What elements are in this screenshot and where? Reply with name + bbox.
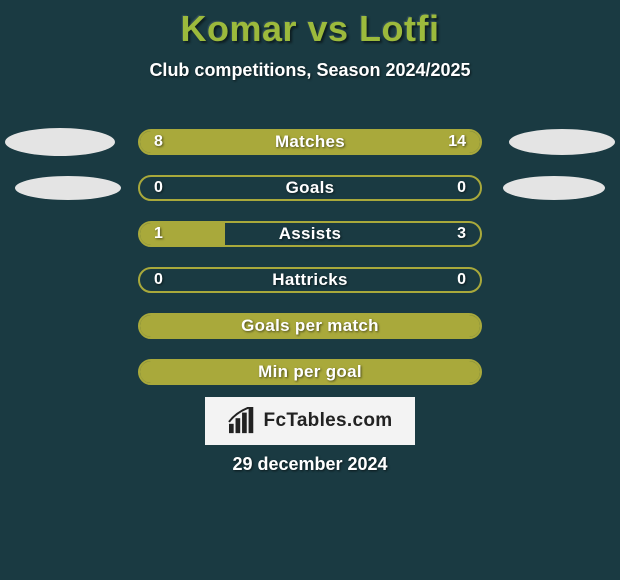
player-left-oval bbox=[5, 128, 115, 156]
comparison-rows: 8 Matches 14 0 Goals 0 1 Assists bbox=[0, 119, 620, 395]
bar-fill-left bbox=[140, 361, 480, 383]
stat-value-left: 0 bbox=[154, 269, 163, 291]
stat-value-right: 0 bbox=[457, 177, 466, 199]
page-title: Komar vs Lotfi bbox=[0, 0, 620, 50]
stat-bar-goals: 0 Goals 0 bbox=[138, 175, 482, 201]
stat-bar-goals-per-match: Goals per match bbox=[138, 313, 482, 339]
logo-text: FcTables.com bbox=[264, 410, 393, 432]
stat-row: 1 Assists 3 bbox=[0, 211, 620, 257]
stat-bar-hattricks: 0 Hattricks 0 bbox=[138, 267, 482, 293]
bar-chart-icon bbox=[228, 407, 258, 435]
player-right-oval bbox=[509, 129, 615, 155]
player-left-oval bbox=[15, 176, 121, 200]
stat-row: Min per goal bbox=[0, 349, 620, 395]
page-subtitle: Club competitions, Season 2024/2025 bbox=[0, 60, 620, 81]
stat-label: Hattricks bbox=[140, 269, 480, 291]
bar-fill-left bbox=[140, 315, 480, 337]
stat-value-left: 1 bbox=[154, 223, 163, 245]
stat-row: 0 Goals 0 bbox=[0, 165, 620, 211]
stat-value-right: 0 bbox=[457, 269, 466, 291]
stat-value-right: 14 bbox=[448, 131, 466, 153]
stat-label: Goals bbox=[140, 177, 480, 199]
fctables-logo-link[interactable]: FcTables.com bbox=[205, 397, 415, 445]
player-right-oval bbox=[503, 176, 605, 200]
stat-bar-assists: 1 Assists 3 bbox=[138, 221, 482, 247]
stat-value-left: 8 bbox=[154, 131, 163, 153]
stat-row: 8 Matches 14 bbox=[0, 119, 620, 165]
bar-fill-left bbox=[140, 223, 225, 245]
snapshot-date: 29 december 2024 bbox=[0, 454, 620, 475]
stat-row: 0 Hattricks 0 bbox=[0, 257, 620, 303]
stat-bar-min-per-goal: Min per goal bbox=[138, 359, 482, 385]
stat-row: Goals per match bbox=[0, 303, 620, 349]
stat-bar-matches: 8 Matches 14 bbox=[138, 129, 482, 155]
stat-value-left: 0 bbox=[154, 177, 163, 199]
stat-value-right: 3 bbox=[457, 223, 466, 245]
page-root: Komar vs Lotfi Club competitions, Season… bbox=[0, 0, 620, 580]
